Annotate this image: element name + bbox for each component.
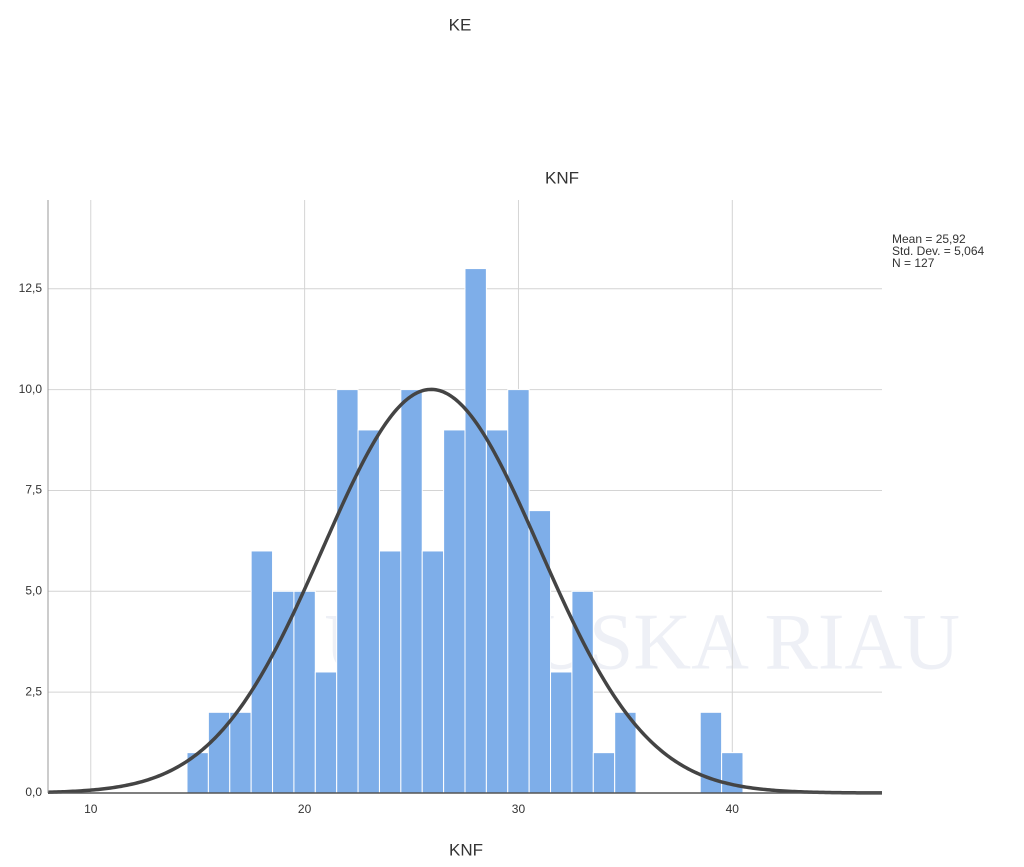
bar [229, 711, 252, 794]
bar [378, 550, 402, 794]
bar [421, 550, 445, 794]
bar [400, 389, 423, 794]
page-heading: KE [449, 15, 472, 34]
y-tick-label: 10,0 [19, 382, 43, 396]
x-tick-label: 20 [298, 802, 312, 816]
bar [293, 590, 316, 794]
y-tick-label: 7,5 [25, 483, 42, 497]
y-tick-label: 2,5 [25, 684, 42, 698]
y-tick-label: 5,0 [25, 583, 42, 597]
y-tick-label: 0,0 [25, 785, 42, 799]
bar [314, 671, 338, 794]
bar [357, 429, 380, 794]
x-axis-label: KNF [449, 840, 483, 859]
chart-title: KNF [545, 168, 579, 187]
x-tick-label: 40 [726, 802, 740, 816]
bar [592, 752, 616, 794]
bar [443, 429, 466, 794]
normal-curve [47, 387, 883, 795]
bar [464, 268, 487, 794]
stats-label: N = 127 [892, 256, 935, 270]
bar [550, 671, 573, 794]
bar [507, 389, 530, 794]
stats-label: Mean = 25,92 [892, 232, 966, 246]
bar [485, 429, 509, 794]
x-tick-label: 10 [84, 802, 98, 816]
stats-label: Std. Dev. = 5,064 [892, 244, 984, 258]
x-tick-label: 30 [512, 802, 526, 816]
bar [336, 389, 359, 794]
y-tick-label: 12,5 [19, 281, 43, 295]
bar [571, 590, 594, 794]
